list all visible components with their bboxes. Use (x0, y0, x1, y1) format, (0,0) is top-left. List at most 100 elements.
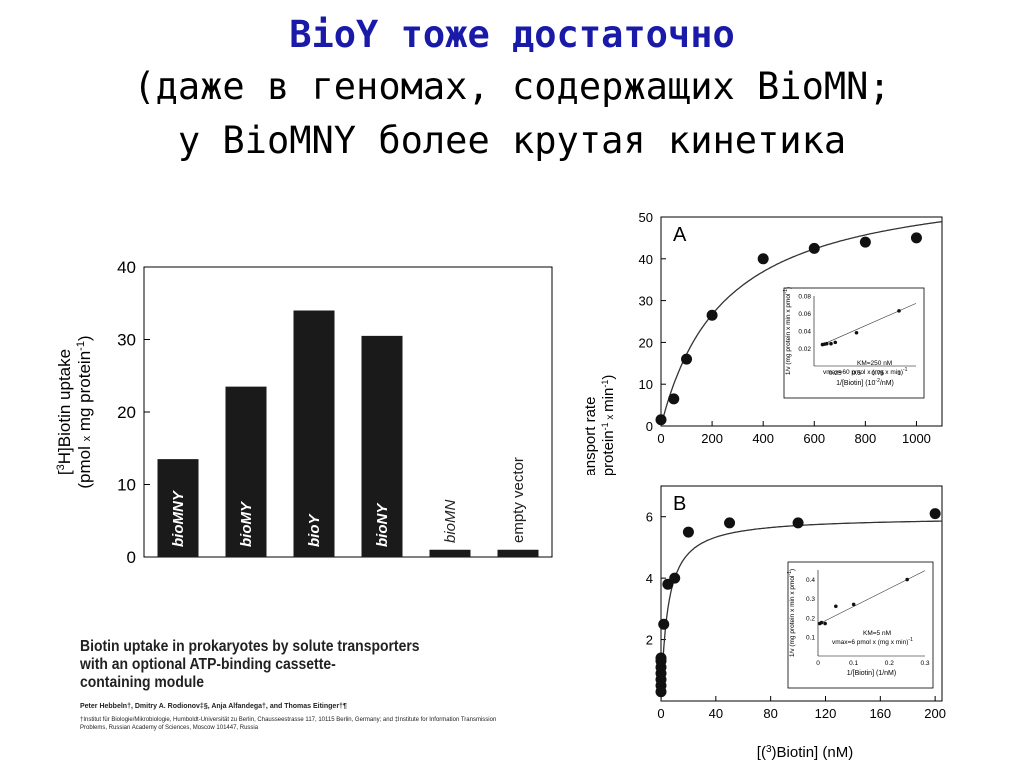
inset-x-tick-label: 0.25 (829, 370, 842, 377)
data-point (792, 517, 804, 529)
bar-label: bioMNY (170, 489, 187, 547)
y-tick-label: 10 (639, 377, 653, 392)
inset-data-point (824, 341, 829, 346)
inset-x-tick-label: 0 (816, 660, 820, 667)
data-point (655, 414, 667, 426)
data-point (669, 572, 681, 584)
data-point (668, 393, 680, 405)
inset-x-axis-label: 1/[Biotin] (10-2/nM) (836, 378, 894, 387)
paper-authors: Peter Hebbeln†, Dmitry A. Rodionov‡§, An… (80, 703, 347, 710)
x-tick-label: 120 (815, 706, 837, 721)
inset-data-point (819, 620, 824, 625)
inset-data-point (823, 621, 827, 626)
bar-label: bioY (306, 513, 323, 547)
y-tick-label: 6 (646, 510, 653, 525)
x-tick-label: 1000 (902, 431, 931, 446)
inset-x-tick-label: 0.2 (885, 660, 894, 667)
y-tick-label: 2 (646, 633, 653, 648)
y-axis-label-line1: [3H]Biotin uptake (55, 349, 74, 475)
inset-x-axis-label: 1/[Biotin] (1/nM) (847, 670, 896, 677)
paper-affiliation: †Institut für Biologie/Mikrobiologie, Hu… (80, 717, 497, 731)
inset-x-tick-label: 0.75 (871, 370, 884, 377)
biotin-uptake-bar-chart: 0 10 20 30 40 bioMNY bioMY bioY bioNY bioMN empty … (55, 258, 553, 567)
plot-frame (143, 266, 553, 558)
y-tick-label: 10 (117, 476, 136, 495)
x-tick-label: 600 (803, 431, 825, 446)
data-point (859, 236, 871, 248)
inset-data-point (905, 577, 909, 582)
shared-y-axis-label-line1: Biotin transport rate (582, 397, 599, 475)
inset-y-tick-label: 0.02 (798, 346, 811, 353)
inset-data-point (851, 602, 856, 607)
inset-data-point (834, 604, 838, 609)
inset-data-point (897, 309, 901, 313)
paper-title: Biotin uptake in prokaryotes by solute t… (80, 638, 476, 692)
inset-data-point (829, 341, 833, 346)
inset-km-label: KM=5 nM (863, 630, 891, 637)
x-tick-label: 0 (657, 706, 664, 721)
fit-curve (660, 220, 943, 427)
x-tick-label: 160 (869, 706, 891, 721)
bar-label: bioMN (442, 499, 459, 543)
data-point (681, 353, 693, 365)
data-point (757, 253, 769, 265)
inset-y-tick-label: 0.08 (798, 294, 811, 301)
y-tick-label: 40 (117, 258, 136, 277)
inset-vmax-label: vmax=6 pmol x (mg x min)-1 (832, 637, 913, 646)
x-tick-label: 200 (701, 431, 723, 446)
bar (157, 459, 199, 557)
bar (293, 310, 335, 557)
data-point (682, 526, 694, 538)
data-point (910, 232, 922, 244)
kinetics-panel-a: A 0 10 20 30 40 50 0 200 400 600 800 1000 0.02 0.04 0.0… (582, 210, 943, 475)
bar (497, 549, 539, 557)
x-tick-label: 800 (855, 431, 877, 446)
inset-y-tick-label: 0.2 (806, 615, 815, 622)
data-point (658, 618, 670, 630)
paper-title-line2: with an optional ATP-binding cassette- (80, 656, 336, 673)
paper-title-line1: Biotin uptake in prokaryotes by solute t… (80, 638, 420, 655)
y-tick-label: 0 (646, 419, 653, 434)
slide-title-line2: (даже в геномах, содержащих BioMN; (133, 65, 891, 108)
panel-label: B (673, 493, 686, 515)
shared-y-axis-label-line2: (pmol x mg protein-1 x min-1) (600, 375, 617, 475)
bar (429, 549, 471, 557)
y-tick-label: 30 (117, 331, 136, 350)
inset-frame (787, 561, 934, 689)
inset-frame (783, 287, 925, 399)
y-tick-label: 20 (117, 403, 136, 422)
y-tick-label: 0 (127, 548, 136, 567)
inset-y-axis-label: 1/v (mg protein x min x pmol-1) (787, 569, 796, 657)
plot-frame (660, 216, 943, 427)
data-point (724, 517, 736, 529)
x-tick-label: 400 (752, 431, 774, 446)
inset-y-tick-label: 0.1 (806, 634, 815, 641)
bar-label: bioMY (238, 500, 255, 547)
data-point (706, 309, 718, 321)
inset-km-label: KM=250 nM (857, 360, 892, 367)
data-point (808, 242, 820, 254)
bar (361, 335, 403, 557)
data-point (929, 508, 941, 520)
y-tick-label: 4 (646, 571, 653, 586)
paper-citation: Biotin uptake in prokaryotes by solute t… (80, 638, 520, 732)
inset-y-tick-label: 0.4 (806, 577, 815, 584)
plot-frame (660, 485, 943, 702)
inset-data-point (854, 330, 859, 335)
inset-vmax-label: vmax=60 pmol x (mg x min)-1 (823, 367, 908, 376)
panel-label: A (673, 224, 687, 246)
inset-x-tick-label: 1 (897, 370, 901, 377)
bar (225, 386, 267, 557)
inset-y-tick-label: 0.04 (798, 329, 811, 336)
inset-x-tick-label: 0.5 (852, 370, 861, 377)
x-tick-label: 80 (763, 706, 777, 721)
inset-y-tick-label: 0.3 (806, 596, 815, 603)
data-point (655, 652, 667, 664)
x-tick-label: 0 (657, 431, 664, 446)
bar-label: bioNY (374, 502, 391, 547)
inset-y-axis-label: 1/v (mg protein x min x pmol-1) (783, 287, 792, 375)
kinetics-panel-b: B 2 4 6 0 40 80 120 160 200 0.1 0.2 0.3 0.4 0 0.1 0.2 0.3… (646, 485, 946, 761)
inset-x-tick-label: 0.3 (920, 660, 929, 667)
slide-title-line1: BioY тоже достаточно (289, 13, 735, 56)
inset-data-point (833, 340, 838, 345)
